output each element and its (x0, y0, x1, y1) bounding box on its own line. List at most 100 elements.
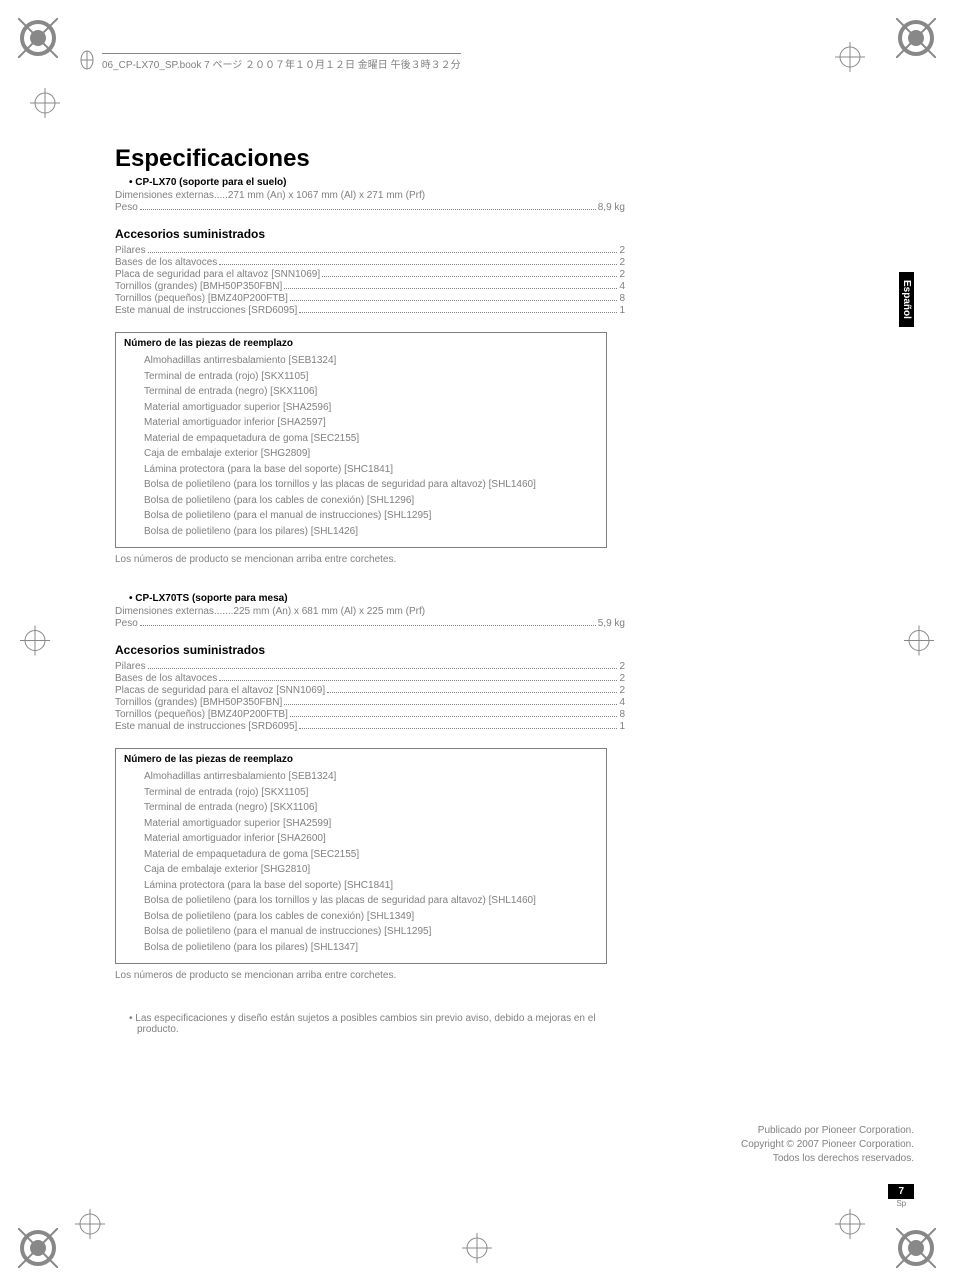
parts-box-title-2: Número de las piezas de reemplazo (116, 749, 606, 769)
part-item: Terminal de entrada (rojo) [SKX1105] (116, 369, 606, 385)
crop-mark-bottom-right (835, 1209, 865, 1244)
accessory-qty: 2 (619, 257, 625, 268)
accessory-item: Tornillos (grandes) [BMH50P350FBN]4 (115, 281, 625, 292)
corner-mark-tr (896, 18, 936, 58)
accessory-name: Placas de seguridad para el altavoz [SNN… (115, 685, 325, 696)
accessories-list-1: Pilares 2 Bases de los altavoces 2 Placa de … (115, 245, 625, 316)
dim-label: Dimensiones externas (115, 190, 214, 201)
part-item: Almohadillas antirresbalamiento [SEB1324… (116, 769, 606, 785)
header-bar: 06_CP-LX70_SP.book 7 ページ ２００７年１０月１２日 金曜日… (80, 50, 461, 73)
product2-weight: Peso 5,9 kg (115, 618, 625, 629)
corner-mark-bl (18, 1228, 58, 1268)
accessory-name: Pilares (115, 661, 146, 672)
part-item: Material amortiguador inferior [SHA2600] (116, 831, 606, 847)
part-item: Material de empaquetadura de goma [SEC21… (116, 431, 606, 447)
accessory-item: Tornillos (pequeños) [BMZ40P200FTB] 8 (115, 709, 625, 720)
accessory-name: Placa de seguridad para el altavoz [SNN1… (115, 269, 320, 280)
accessory-name: Este manual de instrucciones [SRD6095] (115, 305, 297, 316)
accessory-qty: 2 (619, 661, 625, 672)
product2-name: CP-LX70TS (soporte para mesa) (129, 593, 625, 604)
footer-line-3: Todos los derechos reservados. (741, 1152, 914, 1166)
accessory-qty: 1 (619, 721, 625, 732)
part-item: Bolsa de polietileno (para los cables de… (116, 493, 606, 509)
peso-label: Peso (115, 202, 138, 213)
crop-mark-bottom-left (75, 1209, 105, 1244)
accessory-qty: 1 (619, 305, 625, 316)
accessory-name: Este manual de instrucciones [SRD6095] (115, 721, 297, 732)
language-tab: Español (899, 272, 914, 327)
page-number-box: 7 Sp (888, 1181, 914, 1208)
dim-label-2: Dimensiones externas (115, 606, 214, 617)
dim-value-2: .......225 mm (An) x 681 mm (Al) x 225 m… (214, 606, 425, 617)
accessory-item: Este manual de instrucciones [SRD6095] 1 (115, 305, 625, 316)
product1-weight: Peso 8,9 kg (115, 202, 625, 213)
part-item: Material amortiguador superior [SHA2599] (116, 816, 606, 832)
part-item: Bolsa de polietileno (para los tornillos… (116, 893, 606, 909)
part-item: Caja de embalaje exterior [SHG2810] (116, 862, 606, 878)
accessory-qty: 2 (619, 673, 625, 684)
crop-mark-tl-inner (30, 88, 60, 123)
parts-list-1: Almohadillas antirresbalamiento [SEB1324… (116, 353, 606, 539)
part-item: Bolsa de polietileno (para los tornillos… (116, 477, 606, 493)
accessory-item: Tornillos (pequeños) [BMZ40P200FTB]8 (115, 293, 625, 304)
accessory-name: Bases de los altavoces (115, 257, 217, 268)
footer-copyright: Publicado por Pioneer Corporation. Copyr… (741, 1124, 914, 1166)
footer-line-1: Publicado por Pioneer Corporation. (741, 1124, 914, 1138)
accessory-item: Tornillos (grandes) [BMH50P350FBN] 4 (115, 697, 625, 708)
accessory-qty: 4 (619, 281, 625, 292)
accessory-item: Bases de los altavoces 2 (115, 673, 625, 684)
accessory-qty: 2 (619, 269, 625, 280)
accessory-name: Tornillos (pequeños) [BMZ40P200FTB] (115, 709, 288, 720)
crop-mark-top (835, 42, 865, 77)
part-item: Lámina protectora (para la base del sopo… (116, 878, 606, 894)
accessory-item: Este manual de instrucciones [SRD6095] 1 (115, 721, 625, 732)
accessory-qty: 4 (619, 697, 625, 708)
part-item: Almohadillas antirresbalamiento [SEB1324… (116, 353, 606, 369)
page-number: 7 (888, 1184, 914, 1199)
part-item: Bolsa de polietileno (para el manual de … (116, 924, 606, 940)
peso-label-2: Peso (115, 618, 138, 629)
accessory-name: Tornillos (grandes) [BMH50P350FBN] (115, 697, 282, 708)
part-item: Caja de embalaje exterior [SHG2809] (116, 446, 606, 462)
accessory-name: Pilares (115, 245, 146, 256)
crop-mark-bottom-center (462, 1233, 492, 1268)
part-item: Material de empaquetadura de goma [SEC21… (116, 847, 606, 863)
parts-box-2: Número de las piezas de reemplazo Almoha… (115, 748, 607, 964)
accessories-heading-1: Accesorios suministrados (115, 227, 625, 241)
footer-line-2: Copyright © 2007 Pioneer Corporation. (741, 1138, 914, 1152)
accessory-item: Pilares 2 (115, 245, 625, 256)
page-title: Especificaciones (115, 145, 625, 173)
header-text: 06_CP-LX70_SP.book 7 ページ ２００７年１０月１２日 金曜日… (102, 53, 461, 71)
part-item: Bolsa de polietileno (para el manual de … (116, 508, 606, 524)
product1-name: CP-LX70 (soporte para el suelo) (129, 177, 625, 188)
parts-list-2: Almohadillas antirresbalamiento [SEB1324… (116, 769, 606, 955)
part-item: Bolsa de polietileno (para los pilares) … (116, 940, 606, 956)
part-item: Lámina protectora (para la base del sopo… (116, 462, 606, 478)
accessory-item: Placas de seguridad para el altavoz [SNN… (115, 685, 625, 696)
accessory-qty: 8 (619, 293, 625, 304)
crop-mark-left (20, 626, 50, 661)
header-icon (80, 50, 94, 73)
part-item: Terminal de entrada (rojo) [SKX1105] (116, 785, 606, 801)
part-item: Bolsa de polietileno (para los cables de… (116, 909, 606, 925)
part-item: Bolsa de polietileno (para los pilares) … (116, 524, 606, 540)
note-1: Los números de producto se mencionan arr… (115, 554, 625, 565)
accessory-qty: 2 (619, 685, 625, 696)
accessory-qty: 8 (619, 709, 625, 720)
parts-box-1: Número de las piezas de reemplazo Almoha… (115, 332, 607, 548)
crop-mark-right (904, 626, 934, 661)
dim-value: .....271 mm (An) x 1067 mm (Al) x 271 mm… (214, 190, 425, 201)
accessory-item: Pilares 2 (115, 661, 625, 672)
accessory-item: Bases de los altavoces 2 (115, 257, 625, 268)
accessories-list-2: Pilares 2 Bases de los altavoces 2 Placas de… (115, 661, 625, 732)
accessories-heading-2: Accesorios suministrados (115, 643, 625, 657)
part-item: Material amortiguador inferior [SHA2597] (116, 415, 606, 431)
part-item: Terminal de entrada (negro) [SKX1106] (116, 384, 606, 400)
product2-dimensions: Dimensiones externas .......225 mm (An) … (115, 606, 625, 617)
main-content: Especificaciones CP-LX70 (soporte para e… (115, 145, 625, 1037)
accessory-qty: 2 (619, 245, 625, 256)
accessory-name: Bases de los altavoces (115, 673, 217, 684)
corner-mark-br (896, 1228, 936, 1268)
parts-box-title-1: Número de las piezas de reemplazo (116, 333, 606, 353)
accessory-item: Placa de seguridad para el altavoz [SNN1… (115, 269, 625, 280)
